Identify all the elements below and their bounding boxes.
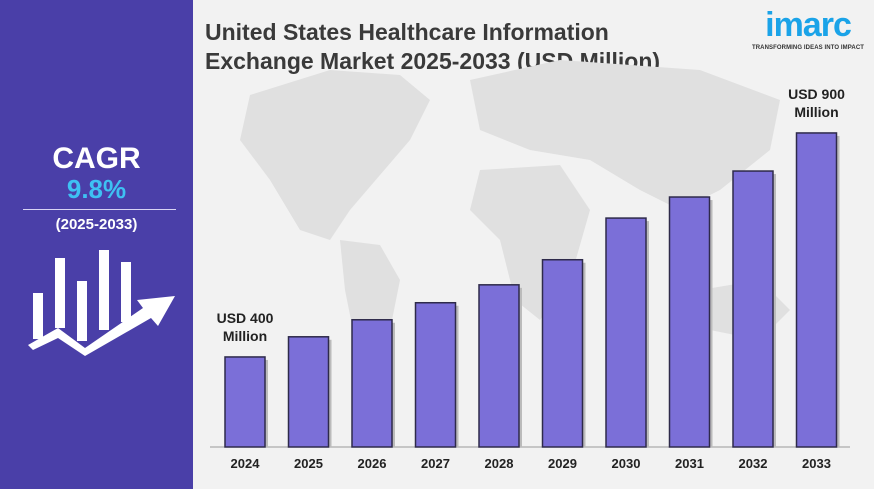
data-label-unit-2033: Million	[794, 104, 838, 120]
bar-2026	[351, 319, 393, 448]
bar-2032	[732, 170, 774, 448]
x-tick-label: 2028	[485, 456, 514, 471]
bar-2025	[287, 336, 330, 448]
bar-2033	[795, 132, 838, 448]
bar-2029	[541, 258, 584, 448]
cagr-label: CAGR	[52, 142, 141, 175]
x-tick-label: 2033	[802, 456, 831, 471]
x-tick-label: 2030	[612, 456, 641, 471]
x-tick-label: 2032	[739, 456, 768, 471]
x-tick-label: 2031	[675, 456, 704, 471]
imarc-logo: imarc TRANSFORMING IDEAS INTO IMPACT	[748, 5, 868, 51]
data-label-2024: USD 400	[217, 310, 274, 326]
title-line-1: United States Healthcare Information	[205, 19, 609, 45]
divider	[23, 209, 176, 210]
chart-title: United States Healthcare Information Exc…	[205, 18, 745, 76]
bar-chart-growth-arrow-icon	[28, 250, 175, 356]
data-label-2033: USD 900	[788, 86, 845, 102]
logo-tagline: TRANSFORMING IDEAS INTO IMPACT	[751, 45, 865, 51]
x-tick-label: 2027	[421, 456, 450, 471]
logo-wordmark: imarc	[765, 6, 852, 44]
bar-2031	[668, 196, 711, 448]
x-tick-label: 2029	[548, 456, 577, 471]
sidebar-panel: CAGR 9.8% (2025-2033)	[0, 0, 193, 489]
cagr-value: 9.8%	[66, 174, 127, 204]
bar-2028	[478, 284, 520, 448]
bar-2027	[414, 301, 457, 448]
data-label-unit-2024: Million	[223, 328, 267, 344]
x-tick-label: 2025	[294, 456, 323, 471]
x-tick-label: 2026	[358, 456, 387, 471]
bar-2024	[224, 356, 266, 448]
cagr-period: (2025-2033)	[55, 216, 138, 233]
x-tick-label: 2024	[231, 456, 261, 471]
bar-2030	[605, 217, 647, 448]
